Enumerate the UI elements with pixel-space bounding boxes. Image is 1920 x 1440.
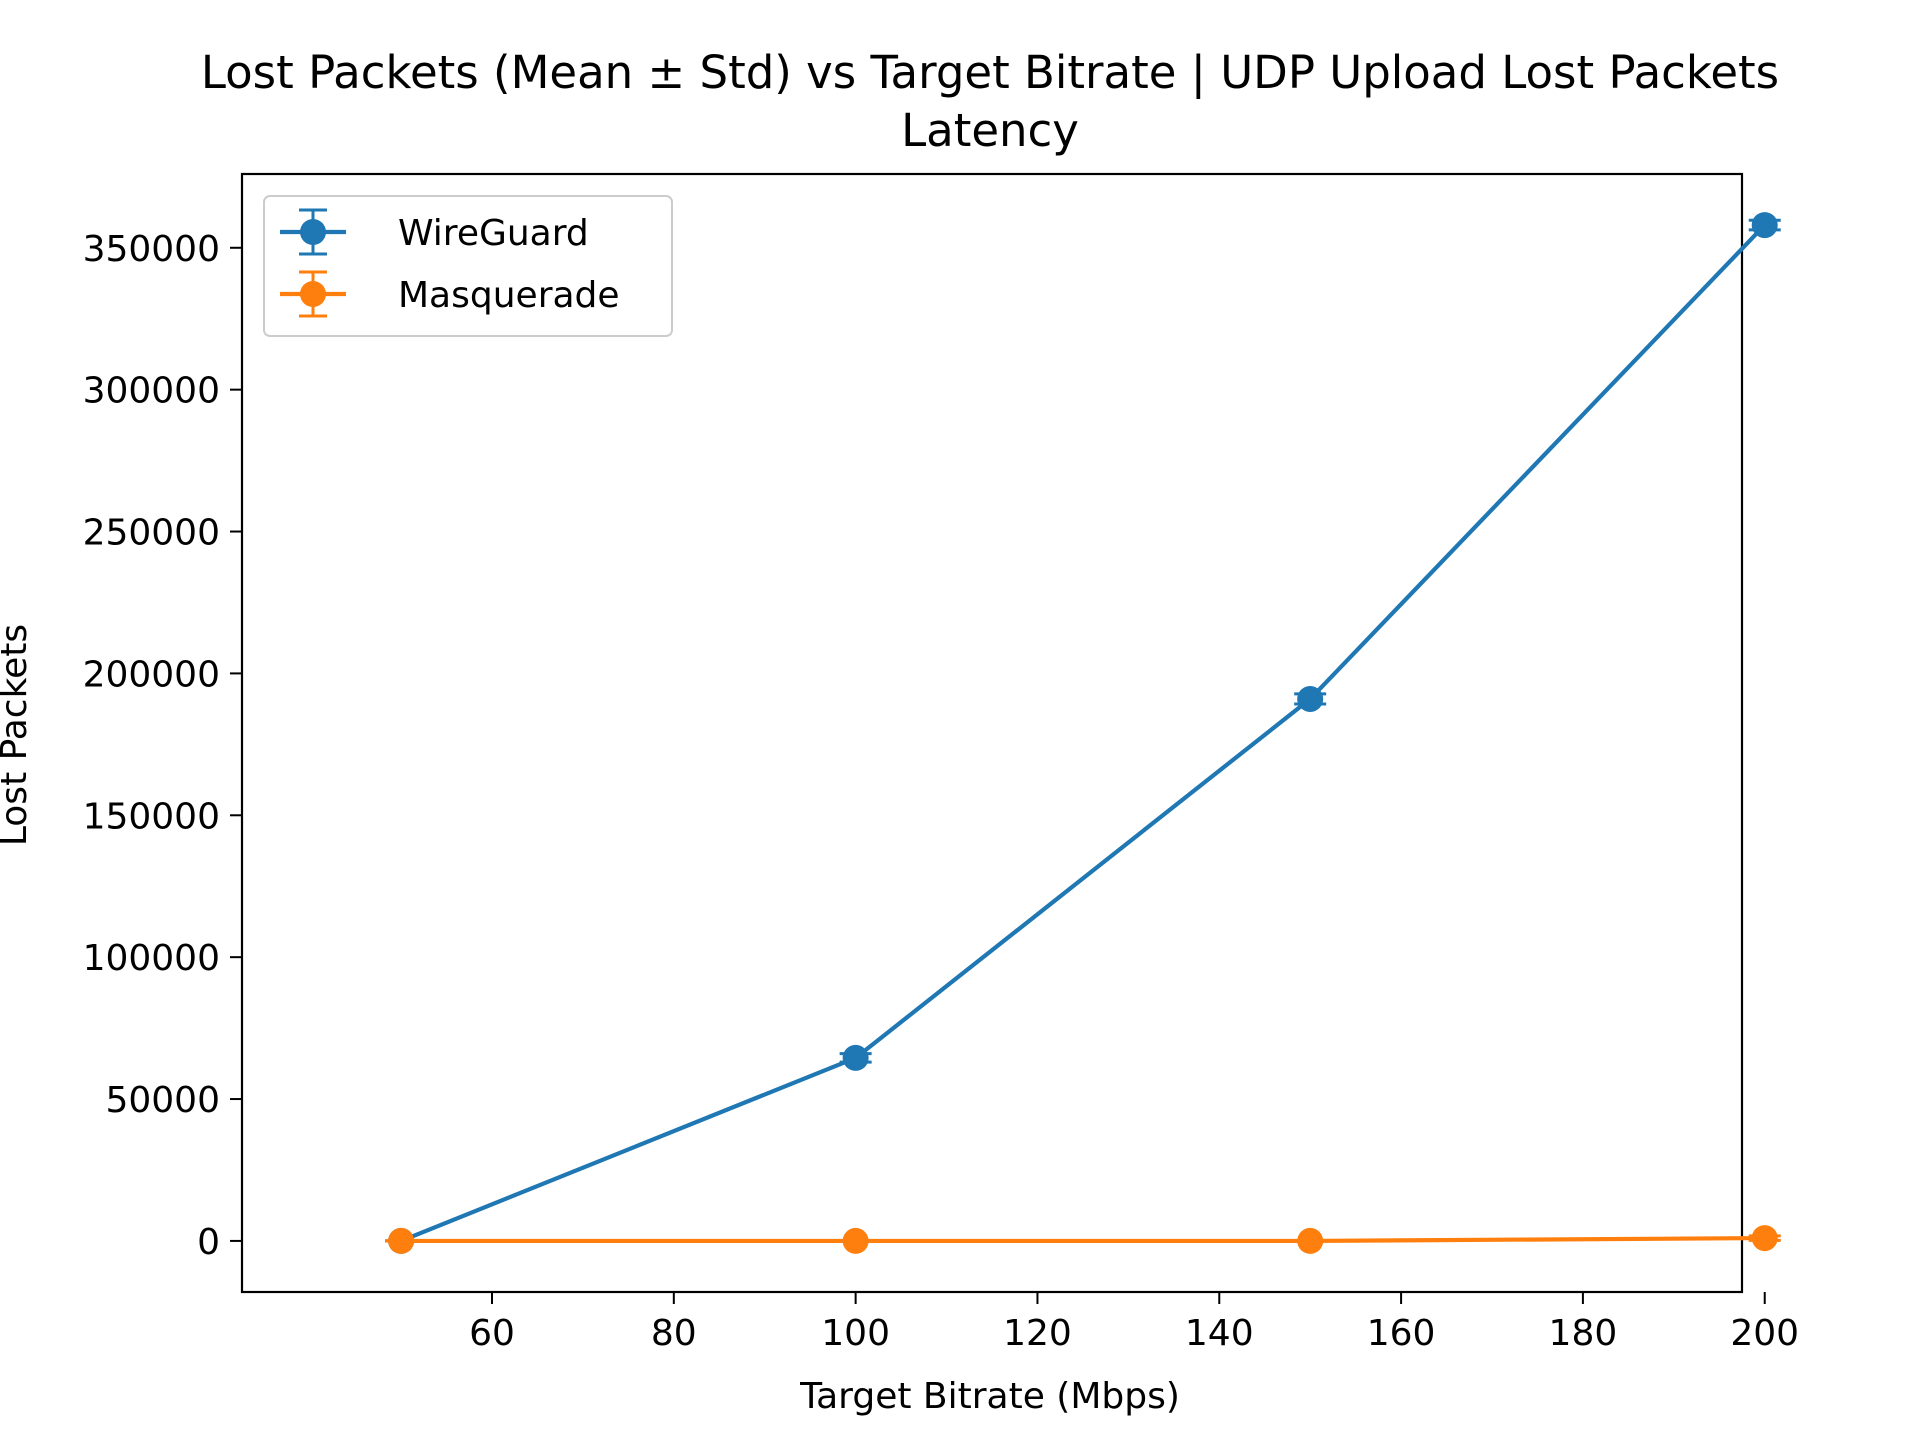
legend-item-wireguard: WireGuard (280, 208, 589, 256)
x-tick-label: 100 (821, 1313, 890, 1354)
x-axis-label: Target Bitrate (Mbps) (799, 1376, 1180, 1417)
x-tick-label: 80 (651, 1313, 697, 1354)
data-point (1297, 685, 1324, 712)
y-tick-label: 150000 (83, 796, 220, 837)
x-tick-label: 200 (1730, 1313, 1799, 1354)
data-point (388, 1227, 415, 1254)
y-tick-label: 200000 (83, 654, 220, 695)
series-masquerade (385, 1225, 1781, 1254)
legend-label: Masquerade (398, 275, 620, 316)
data-point (1297, 1227, 1324, 1254)
series-line (401, 1235, 1765, 1244)
series-layer (385, 212, 1781, 1254)
data-point (842, 1044, 869, 1071)
y-tick-label: 350000 (83, 229, 220, 270)
y-axis: 0 50000 100000 150000 200000 250000 300000 3500… (83, 229, 242, 1263)
x-tick-label: 180 (1549, 1313, 1618, 1354)
y-tick-label: 300000 (83, 371, 220, 412)
legend: WireGuard Masquerade (263, 195, 673, 337)
axes-frame (240, 172, 1744, 1294)
legend-marker (300, 281, 326, 307)
legend-box (263, 195, 673, 337)
legend-label: WireGuard (398, 213, 589, 254)
x-tick-label: 120 (1003, 1313, 1072, 1354)
legend-marker (300, 219, 326, 245)
legend-item-masquerade: Masquerade (280, 270, 620, 318)
y-tick-label: 250000 (83, 513, 220, 554)
x-tick-label: 160 (1367, 1313, 1436, 1354)
x-tick-label: 140 (1185, 1313, 1254, 1354)
y-tick-label: 0 (197, 1222, 220, 1263)
data-point (1751, 1225, 1778, 1252)
y-tick-label: 100000 (83, 938, 220, 979)
data-point (842, 1227, 869, 1254)
y-axis-label: Lost Packets (0, 624, 35, 846)
plot-area (240, 172, 1744, 1294)
series-line (400, 223, 1767, 1243)
chart-title-line-1: Lost Packets (Mean ± Std) vs Target Bitr… (201, 46, 1779, 99)
chart-title-line-2: Latency (901, 104, 1079, 157)
x-axis: 60 80 100 120 140 160 180 200 (469, 1292, 1799, 1354)
y-tick-label: 50000 (105, 1080, 220, 1121)
x-tick-label: 60 (469, 1313, 515, 1354)
data-point (1751, 212, 1778, 239)
